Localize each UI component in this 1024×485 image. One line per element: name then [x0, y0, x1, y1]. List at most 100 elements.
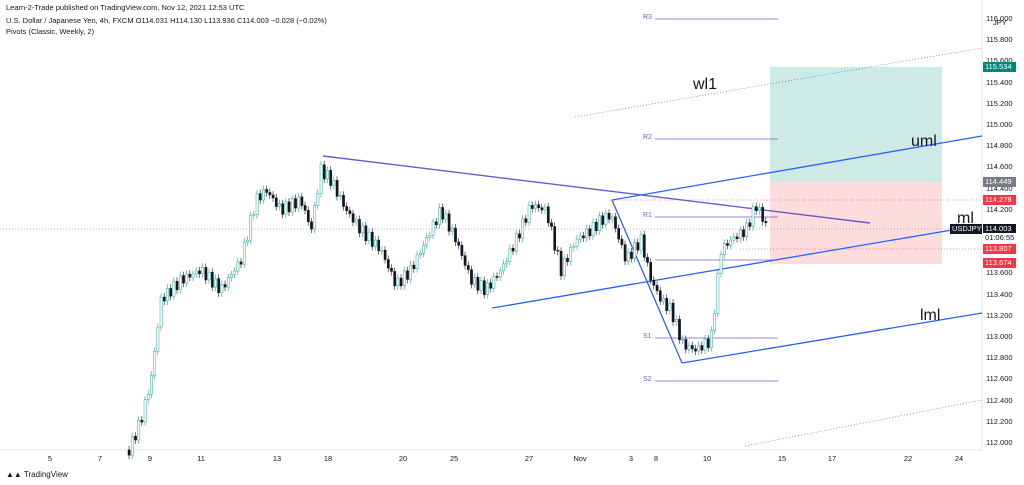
candle-body [345, 206, 349, 211]
time-tick-label: 24 [954, 454, 964, 463]
time-tick-label: 27 [524, 454, 534, 463]
candle-body [386, 259, 390, 269]
candle-body [460, 244, 464, 256]
tradingview-logo[interactable]: ▲▲ TradingView [6, 470, 68, 479]
warning-line-lower[interactable] [744, 399, 983, 447]
candle-body [642, 234, 646, 258]
entry-price-badge: 114.449 [983, 177, 1016, 187]
candle-body [652, 279, 656, 286]
time-tick-label: 20 [398, 454, 408, 463]
candle-body [322, 164, 326, 180]
price-tick-label: 115.800 [986, 35, 1013, 45]
candle-body [258, 193, 262, 201]
candle-body [316, 193, 320, 206]
indicator-label[interactable]: Pivots (Classic, Weekly, 2) [6, 27, 95, 36]
symbol-info[interactable]: U.S. Dollar / Japanese Yen, 4h, FXCM O11… [6, 16, 327, 25]
candle-body [198, 270, 201, 274]
candle-body [678, 319, 681, 341]
candle-body [761, 207, 765, 222]
candle-body [297, 196, 301, 209]
candle-body [294, 198, 297, 209]
target-zone[interactable] [770, 67, 942, 182]
candle-body [655, 285, 659, 291]
candle-body [441, 207, 445, 220]
candle-body [671, 302, 675, 323]
symbol-badge: USDJPY [950, 224, 982, 234]
candle-body [153, 351, 157, 376]
candle-body [150, 374, 153, 395]
price-tick-label: 114.400 [986, 183, 1013, 193]
candle-body [348, 210, 352, 214]
price-tick-label: 116.000 [986, 14, 1013, 23]
price-tick-label: 113.400 [986, 289, 1013, 299]
candle-body [633, 242, 637, 259]
candle-body [406, 270, 409, 280]
candle-body [169, 288, 173, 297]
price-tick-label: 114.800 [986, 141, 1013, 151]
time-tick-label: 3 [628, 454, 634, 463]
candle-body [402, 270, 406, 287]
candle-body [450, 227, 454, 232]
candle-body [527, 205, 531, 223]
candle-body [143, 399, 147, 423]
candle-body [454, 227, 457, 243]
candle-body [482, 280, 486, 295]
time-tick-label: 22 [903, 454, 913, 463]
candle-body [559, 250, 563, 277]
candle-body [271, 194, 275, 199]
currency-label: JPY [993, 18, 1007, 27]
candle-body [514, 233, 518, 252]
candle-body [473, 277, 477, 285]
ml-label: ml [957, 210, 974, 227]
candle-body [265, 189, 269, 193]
candle-body [591, 222, 595, 237]
wl1-label: wl1 [693, 76, 718, 93]
candle-body [553, 226, 557, 251]
candle-body [502, 263, 505, 272]
candle-body [754, 206, 758, 211]
candle-body [486, 282, 489, 295]
pivot-s2-label: S2 [643, 376, 652, 383]
candle-body [556, 249, 560, 252]
candle-body [226, 277, 230, 288]
candle-body [431, 221, 435, 236]
candle-body [342, 195, 345, 207]
time-tick-label: 11 [197, 454, 205, 463]
candle-body [201, 267, 205, 274]
candle-body [290, 198, 294, 213]
candle-body [207, 271, 211, 281]
pivot-r1-label: R1 [643, 212, 652, 219]
time-tick-label: 15 [777, 454, 787, 463]
candle-body [361, 225, 365, 234]
descending-trendline[interactable] [322, 155, 871, 224]
candle-body [470, 269, 473, 285]
candle-body [194, 270, 198, 275]
candle-body [127, 449, 131, 456]
candle-body [418, 253, 422, 256]
candle-body [505, 261, 509, 265]
candle-body [156, 326, 160, 352]
candle-body [492, 276, 496, 289]
candle-body [684, 339, 688, 350]
candle-body [614, 216, 617, 229]
target-price-badge: 115.534 [983, 62, 1016, 72]
candle-body [380, 249, 384, 252]
candle-body [566, 258, 569, 262]
candle-body [623, 244, 627, 262]
candle-body [335, 180, 339, 197]
pivot-r3-label: R3 [643, 14, 652, 21]
candle-body [214, 278, 217, 288]
candle-body [703, 338, 707, 351]
candle-body [412, 264, 416, 270]
countdown-badge: 01:06:55 [983, 233, 1016, 243]
candle-body [546, 206, 550, 224]
stop-zone[interactable] [770, 182, 942, 264]
time-tick-label: 10 [702, 454, 712, 463]
candle-body [236, 261, 240, 272]
candle-body [758, 207, 761, 211]
candle-body [674, 319, 678, 323]
candles[interactable] [127, 160, 768, 460]
candle-body [393, 271, 397, 287]
candle-body [220, 284, 224, 294]
